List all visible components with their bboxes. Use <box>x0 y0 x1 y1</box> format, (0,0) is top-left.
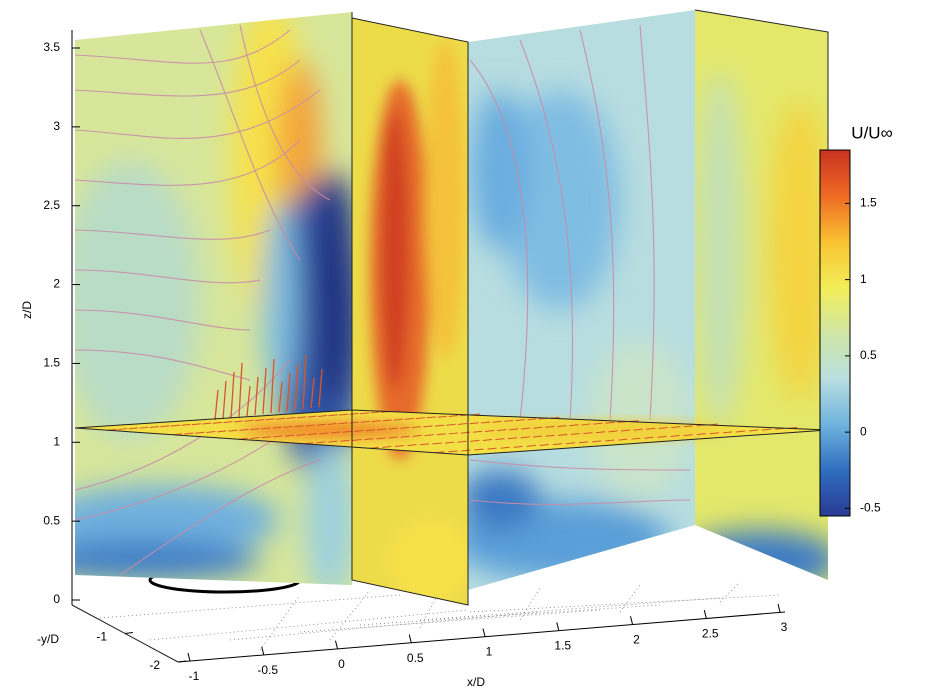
colorbar-tick-label: 1.5 <box>860 196 877 210</box>
y-tick-label: -1 <box>96 630 107 644</box>
z-tick-label: 3 <box>53 119 60 133</box>
z-tick-label: 2.5 <box>43 198 60 212</box>
field-panel <box>450 0 700 600</box>
x-tick-label: 0 <box>338 657 345 671</box>
x-tick <box>778 604 780 612</box>
x-tick-label: 2 <box>633 632 640 646</box>
y-axis-label: -y/D <box>37 632 59 646</box>
colorbar-tick-label: -0.5 <box>860 501 881 515</box>
figure: z/D -y/D x/D U/U∞ 0 0.5 1 1.5 2 2.5 3 3.5 -1 -2 -1… <box>0 0 948 689</box>
x-tick <box>704 610 706 618</box>
x-tick-label: 0.5 <box>407 651 424 665</box>
z-tick-label: 1.5 <box>43 356 60 370</box>
z-tick-label: 1 <box>53 434 60 448</box>
z-tick-label: 0 <box>53 592 60 606</box>
x-tick-label: 3 <box>781 620 788 634</box>
x-tick <box>483 629 485 637</box>
colorbar-title: U/U∞ <box>851 123 892 142</box>
colorbar-tick-label: 0.5 <box>860 348 877 362</box>
z-tick-label: 0.5 <box>43 513 60 527</box>
field-panel <box>680 0 840 600</box>
z-axis-label: z/D <box>20 301 34 319</box>
x-tick-label: 2.5 <box>702 626 719 640</box>
x-tick <box>336 641 338 649</box>
x-tick-label: 1.5 <box>554 639 571 653</box>
x-tick-label: -0.5 <box>257 663 278 677</box>
colorbar <box>820 150 850 516</box>
z-tick-label: 2 <box>53 277 60 291</box>
x-tick <box>409 635 411 643</box>
z-tick-label: 3.5 <box>43 40 60 54</box>
x-axis-label: x/D <box>467 675 485 689</box>
y-tick-label: -2 <box>149 658 160 672</box>
x-tick <box>631 616 633 624</box>
x-tick-label: 1 <box>486 645 493 659</box>
x-tick <box>557 622 559 630</box>
colorbar-tick-label: 1 <box>860 272 867 286</box>
colorbar-tick-label: 0 <box>860 424 867 438</box>
x-tick-label: -1 <box>189 669 200 683</box>
x-tick <box>262 647 264 655</box>
field-panel <box>340 0 480 620</box>
